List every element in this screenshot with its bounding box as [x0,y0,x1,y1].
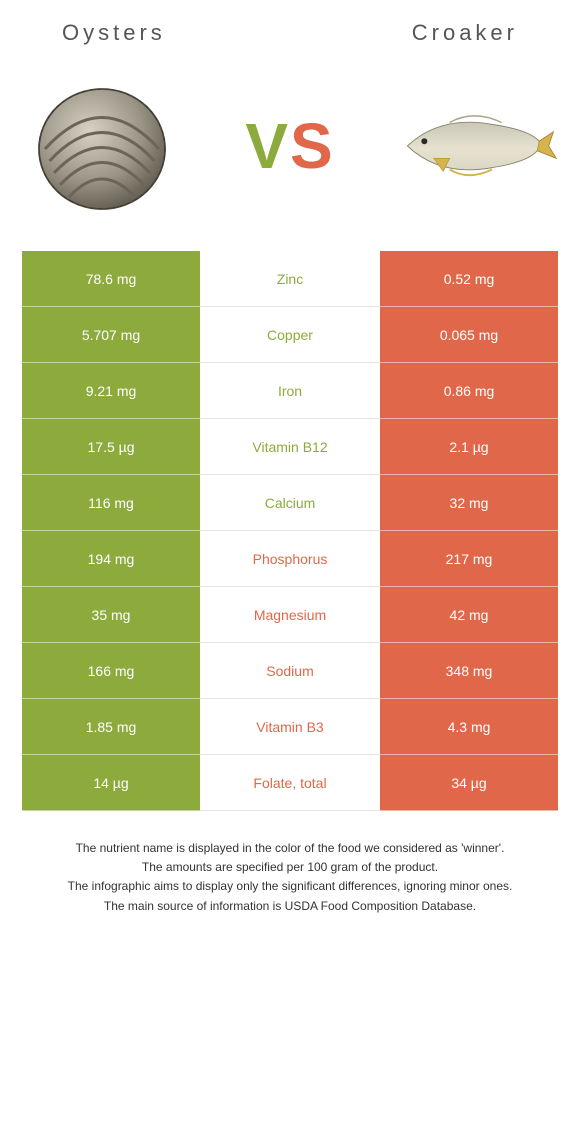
footer-text: The nutrient name is displayed in the co… [22,811,558,916]
images-row: VS [22,56,558,251]
table-row: 166 mgSodium348 mg [22,643,558,699]
table-row: 194 mgPhosphorus217 mg [22,531,558,587]
right-value: 42 mg [380,587,558,643]
vs-label: VS [245,109,334,183]
croaker-image [398,66,558,226]
right-food-title: Croaker [412,20,518,46]
header: Oysters Croaker [22,20,558,56]
table-row: 5.707 mgCopper0.065 mg [22,307,558,363]
footer-line-3: The infographic aims to display only the… [30,877,550,896]
footer-line-1: The nutrient name is displayed in the co… [30,839,550,858]
table-row: 116 mgCalcium32 mg [22,475,558,531]
right-value: 348 mg [380,643,558,699]
right-value: 217 mg [380,531,558,587]
nutrient-label: Zinc [200,251,380,307]
nutrient-label: Sodium [200,643,380,699]
left-value: 1.85 mg [22,699,200,755]
left-value: 5.707 mg [22,307,200,363]
nutrient-label: Magnesium [200,587,380,643]
left-value: 166 mg [22,643,200,699]
left-food-title: Oysters [62,20,166,46]
left-value: 35 mg [22,587,200,643]
comparison-table: 78.6 mgZinc0.52 mg5.707 mgCopper0.065 mg… [22,251,558,811]
nutrient-label: Copper [200,307,380,363]
vs-s: S [290,110,335,182]
nutrient-label: Calcium [200,475,380,531]
oyster-icon [27,71,177,221]
right-value: 0.52 mg [380,251,558,307]
footer-line-4: The main source of information is USDA F… [30,897,550,916]
right-value: 2.1 µg [380,419,558,475]
nutrient-label: Folate, total [200,755,380,811]
right-value: 32 mg [380,475,558,531]
oyster-image [22,66,182,226]
left-value: 17.5 µg [22,419,200,475]
right-value: 0.065 mg [380,307,558,363]
table-row: 35 mgMagnesium42 mg [22,587,558,643]
right-value: 34 µg [380,755,558,811]
left-value: 116 mg [22,475,200,531]
left-value: 194 mg [22,531,200,587]
left-value: 14 µg [22,755,200,811]
nutrient-label: Vitamin B12 [200,419,380,475]
table-row: 17.5 µgVitamin B122.1 µg [22,419,558,475]
nutrient-label: Vitamin B3 [200,699,380,755]
table-row: 78.6 mgZinc0.52 mg [22,251,558,307]
infographic-container: Oysters Croaker [0,0,580,946]
nutrient-label: Iron [200,363,380,419]
right-value: 0.86 mg [380,363,558,419]
left-value: 78.6 mg [22,251,200,307]
left-value: 9.21 mg [22,363,200,419]
table-row: 1.85 mgVitamin B34.3 mg [22,699,558,755]
vs-v: V [245,110,290,182]
right-value: 4.3 mg [380,699,558,755]
table-row: 9.21 mgIron0.86 mg [22,363,558,419]
footer-line-2: The amounts are specified per 100 gram o… [30,858,550,877]
nutrient-label: Phosphorus [200,531,380,587]
fish-icon [398,101,558,191]
table-row: 14 µgFolate, total34 µg [22,755,558,811]
